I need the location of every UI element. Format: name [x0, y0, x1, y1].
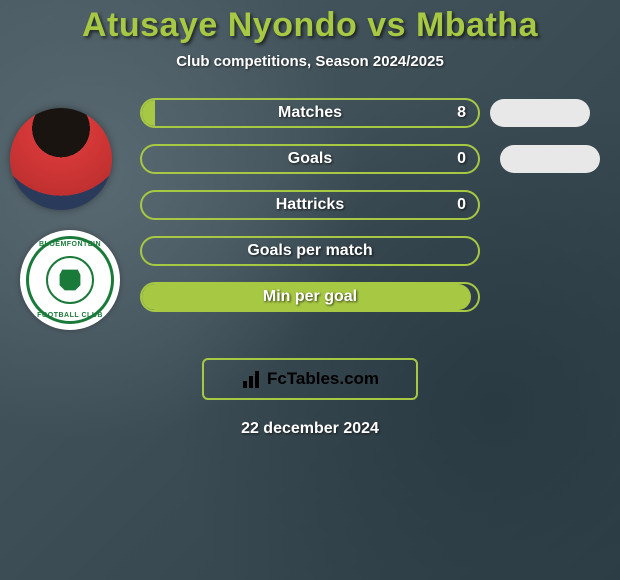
bar-label: Goals per match: [247, 242, 372, 260]
bar-value: 0: [457, 150, 466, 168]
side-pill: [490, 99, 590, 127]
bar-label: Min per goal: [263, 288, 357, 306]
badge-inner: [46, 256, 94, 304]
page-title: Atusaye Nyondo vs Mbatha: [82, 6, 538, 45]
bar-label: Hattricks: [276, 196, 344, 214]
date-label: 22 december 2024: [241, 420, 379, 438]
stat-bar-row: Goals 0: [140, 144, 480, 174]
bar-label: Matches: [278, 104, 342, 122]
club-name-top: BLOEMFONTEIN: [39, 241, 101, 248]
player-photo: [10, 108, 112, 210]
bar-value: 0: [457, 196, 466, 214]
stat-bar-row: Matches 8: [140, 98, 480, 128]
bar-fill: [142, 100, 155, 126]
stat-bars: Matches 8 Goals 0 Hattricks 0 Goals per match M…: [140, 98, 480, 328]
bar-label: Goals: [288, 150, 332, 168]
content-wrapper: Atusaye Nyondo vs Mbatha Club competitio…: [0, 0, 620, 580]
club-badge: BLOEMFONTEIN FOOTBALL CLUB: [20, 230, 120, 330]
brand-text: FcTables.com: [267, 369, 379, 389]
stat-bar-row: Hattricks 0: [140, 190, 480, 220]
stats-area: BLOEMFONTEIN FOOTBALL CLUB Matches 8 Goals…: [0, 98, 620, 348]
stat-bar-row: Min per goal: [140, 282, 480, 312]
club-name-bottom: FOOTBALL CLUB: [37, 312, 103, 319]
bar-value: 8: [457, 104, 466, 122]
badge-fist-icon: [57, 267, 83, 293]
brand-badge[interactable]: FcTables.com: [202, 358, 418, 400]
subtitle: Club competitions, Season 2024/2025: [176, 53, 444, 70]
side-pill: [500, 145, 600, 173]
chart-icon: [241, 370, 263, 388]
stat-bar-row: Goals per match: [140, 236, 480, 266]
